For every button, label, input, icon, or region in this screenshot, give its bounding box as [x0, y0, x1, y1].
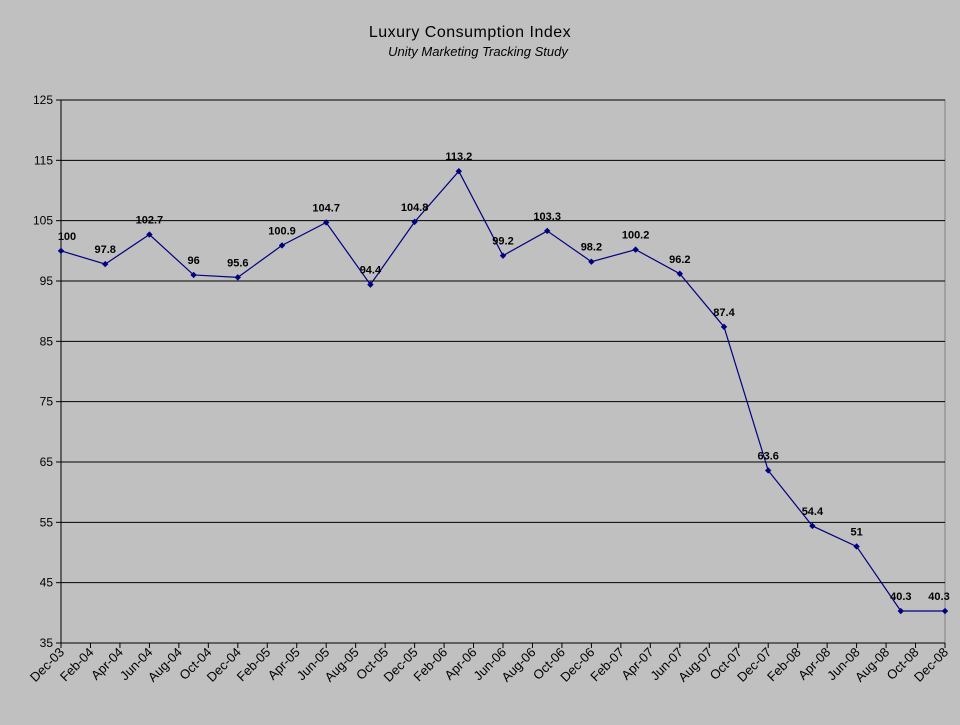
data-label: 100 [58, 231, 76, 243]
x-tick-label: Feb-07 [587, 645, 627, 685]
chart-subtitle: Unity Marketing Tracking Study [388, 44, 569, 59]
data-label: 51 [850, 526, 862, 538]
data-label: 104.7 [312, 202, 340, 214]
data-point-marker [544, 227, 551, 235]
data-point-marker [455, 167, 462, 175]
data-point-marker [146, 231, 153, 238]
data-point-marker [102, 260, 109, 268]
series-group: 100 97.8 102.7 96 95.6 100.9 104.7 94.4 104.8 113… [57, 151, 950, 615]
x-axis: Dec-03Feb-04Apr-04Jun-04Aug-04Oct-04Dec-… [27, 642, 951, 685]
plot-area [60, 99, 946, 644]
y-axis: 35 45 55 65 75 85 95 105 115 125 [33, 93, 62, 650]
data-point-marker [323, 219, 330, 226]
y-tick-label: 105 [33, 214, 53, 228]
data-label: 97.8 [94, 244, 115, 256]
data-label: 63.6 [757, 450, 778, 462]
x-tick-label: Feb-05 [234, 645, 274, 685]
data-point-marker [941, 607, 949, 615]
data-point-marker [234, 274, 241, 281]
data-label: 40.3 [890, 591, 911, 603]
data-label: 96 [187, 255, 199, 267]
data-label: 99.2 [492, 236, 513, 248]
data-label: 103.3 [533, 211, 561, 223]
data-label: 40.3 [928, 591, 949, 603]
data-point-marker [632, 246, 639, 253]
data-label: 96.2 [669, 254, 690, 266]
data-point-marker [190, 271, 197, 279]
data-label: 94.4 [360, 265, 382, 277]
y-tick-label: 125 [33, 93, 53, 107]
data-label: 100.9 [268, 225, 296, 237]
data-label: 104.8 [401, 202, 429, 214]
y-tick-label: 35 [40, 636, 54, 650]
data-point-marker [57, 247, 65, 255]
data-point-marker [278, 242, 286, 249]
data-label: 95.6 [227, 257, 248, 269]
data-label: 98.2 [581, 242, 602, 254]
data-label: 102.7 [136, 215, 164, 227]
x-tick-label: Feb-06 [410, 645, 450, 685]
y-tick-label: 65 [40, 455, 54, 469]
data-point-marker [499, 252, 507, 259]
data-point-marker [809, 522, 816, 530]
x-tick-label: Feb-04 [57, 645, 97, 685]
data-point-marker [588, 258, 595, 265]
data-point-marker [411, 218, 418, 226]
chart-title: Luxury Consumption Index [369, 24, 571, 41]
data-label: 87.4 [713, 307, 735, 319]
y-tick-label: 115 [34, 153, 53, 167]
y-tick-label: 95 [40, 274, 54, 288]
data-label: 113.2 [445, 151, 472, 163]
data-label: 54.4 [802, 506, 824, 518]
y-tick-label: 85 [40, 334, 54, 348]
data-point-marker [853, 543, 860, 550]
y-tick-label: 45 [40, 576, 54, 590]
data-point-marker [676, 270, 683, 277]
y-tick-label: 55 [40, 515, 54, 529]
data-label: 100.2 [622, 230, 650, 242]
data-point-marker [367, 281, 374, 288]
data-point-marker [720, 323, 728, 331]
data-point-marker [765, 467, 772, 474]
y-tick-label: 75 [40, 395, 54, 409]
data-point-marker [897, 607, 904, 615]
grid-lines [61, 99, 945, 584]
x-tick-label: Feb-08 [764, 645, 804, 685]
